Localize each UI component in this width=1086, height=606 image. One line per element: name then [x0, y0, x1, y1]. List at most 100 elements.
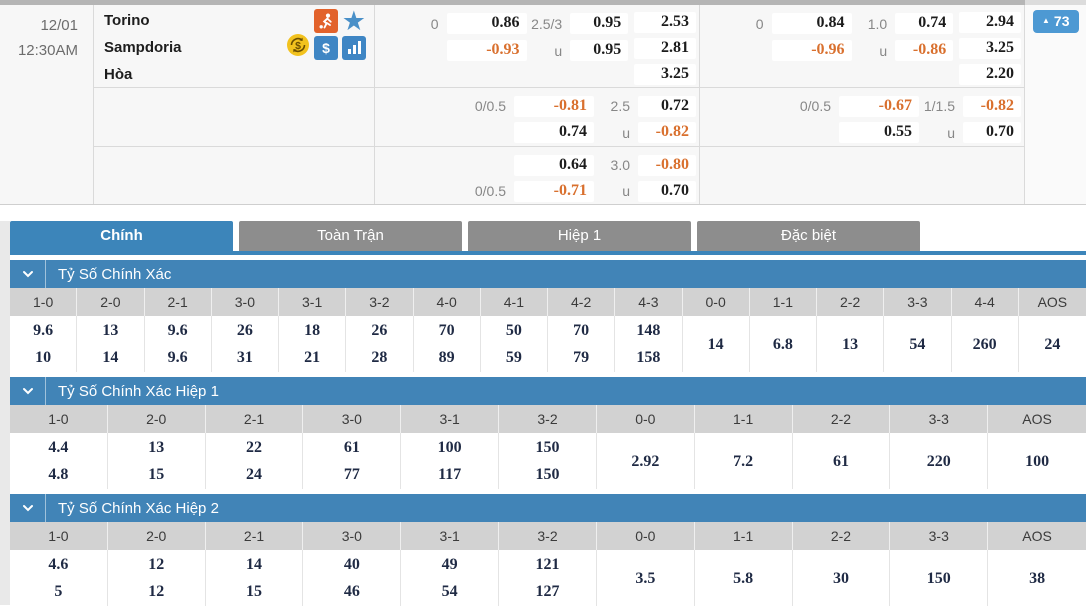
score-odds-cell[interactable]: 148 158	[615, 316, 683, 372]
score-odds-value: 54	[441, 583, 458, 600]
score-odds-cell[interactable]: 18 21	[279, 316, 347, 372]
score-odds-cell[interactable]: 13	[817, 316, 885, 372]
score-odds-cell[interactable]: 121 127	[499, 550, 597, 606]
score-odds-cell[interactable]: 100	[988, 433, 1086, 489]
odds-chip[interactable]: 0.64	[514, 154, 594, 176]
score-odds-cell[interactable]: 13 14	[77, 316, 145, 372]
chevron-down-icon[interactable]	[10, 494, 46, 522]
odds-chip[interactable]: 0.74	[895, 13, 954, 34]
odds-chip[interactable]: -0.80	[638, 154, 696, 176]
score-odds-cell[interactable]: 150 150	[499, 433, 597, 489]
score-odds-cell[interactable]: 24	[1018, 316, 1086, 372]
score-odds-cell[interactable]: 7.2	[694, 433, 793, 489]
score-odds-cell[interactable]: 40 46	[303, 550, 402, 606]
odds-chip[interactable]: 2.20	[959, 63, 1021, 85]
score-odds-cell[interactable]: 150	[890, 550, 989, 606]
odds-label: 2.5	[610, 98, 630, 115]
odds-chip[interactable]: 3.25	[634, 63, 696, 85]
odds-chip[interactable]: 0.72	[638, 95, 696, 117]
odds-chip[interactable]: 2.53	[634, 12, 696, 34]
score-odds-cell[interactable]: 13 15	[107, 433, 206, 489]
tab-2[interactable]: Toàn Trận	[239, 221, 462, 251]
money-exchange-icon[interactable]: $	[286, 33, 310, 62]
score-odds-value: 150	[535, 439, 560, 456]
score-column-header: 1-1	[749, 288, 817, 316]
score-odds-value: 28	[371, 349, 388, 366]
score-odds-cell[interactable]: 50 59	[480, 316, 548, 372]
odds-chip[interactable]: 0.74	[514, 122, 594, 144]
odds-chip[interactable]: 0.55	[839, 122, 919, 144]
score-odds-cell[interactable]: 70 89	[413, 316, 481, 372]
score-odds-cell[interactable]: 61	[792, 433, 891, 489]
odds-chip[interactable]: 0.84	[771, 13, 852, 34]
score-column-header: 2-1	[144, 288, 212, 316]
odds-chip[interactable]: -0.86	[895, 40, 954, 61]
favorite-star-icon[interactable]: ★	[341, 5, 366, 36]
score-odds-cell[interactable]: 12 12	[107, 550, 206, 606]
score-column-header: 4-4	[951, 288, 1019, 316]
score-odds-value: 9.6	[167, 322, 188, 339]
odds-chip[interactable]: -0.96	[771, 40, 852, 61]
chevron-down-icon[interactable]	[10, 260, 46, 288]
score-odds-cell[interactable]: 26 31	[211, 316, 279, 372]
odds-group-left: 0.64 0/0.5 -0.71 3.0 -0.80 u 0.70	[375, 147, 700, 204]
odds-chip[interactable]: -0.82	[638, 122, 696, 144]
score-odds-cell[interactable]: 2.92	[596, 433, 695, 489]
soccer-player-icon[interactable]	[313, 8, 338, 33]
section-header[interactable]: Tỷ Số Chính Xác Hiệp 1	[10, 377, 1086, 405]
odds-chip[interactable]: -0.93	[446, 40, 527, 61]
score-odds-value: 220	[926, 452, 951, 470]
odds-column-hdp: 0/0.5 -0.67 0.55	[767, 93, 919, 146]
score-odds-cell[interactable]: 220	[890, 433, 989, 489]
score-odds-cell[interactable]: 61 77	[303, 433, 402, 489]
score-odds-cell[interactable]: 38	[988, 550, 1086, 606]
score-odds-cell[interactable]: 54	[884, 316, 952, 372]
odds-chip[interactable]: 0.95	[570, 40, 629, 61]
odds-chip[interactable]: 0.95	[570, 13, 629, 34]
odds-chip[interactable]: -0.71	[514, 180, 594, 202]
section-header[interactable]: Tỷ Số Chính Xác Hiệp 2	[10, 494, 1086, 522]
odds-chip[interactable]: 2.94	[959, 12, 1021, 34]
odds-chip[interactable]: -0.81	[514, 95, 594, 117]
odds-chip[interactable]: -0.67	[839, 95, 919, 117]
score-odds-value: 54	[909, 335, 926, 353]
dollar-icon[interactable]: $	[314, 35, 338, 60]
tab-3[interactable]: Hiệp 1	[468, 221, 691, 251]
odds-chip[interactable]: 0.70	[638, 180, 696, 202]
score-odds-cell[interactable]: 14 15	[205, 550, 304, 606]
odds-group-right: 0/0.5 -0.67 0.55 1/1.5 -0.82 u 0.70	[700, 88, 1025, 147]
score-odds-cell[interactable]: 70 79	[548, 316, 616, 372]
score-odds-value: 7.2	[733, 452, 754, 470]
odds-group-right: 0 0.84 -0.96 1.0 0.74 u -0.86 2.94 3.25 2.20	[700, 5, 1025, 88]
section-header[interactable]: Tỷ Số Chính Xác	[10, 260, 1086, 288]
odds-chip[interactable]: 3.25	[959, 38, 1021, 59]
live-count-badge[interactable]: ▲ 73	[1033, 10, 1079, 33]
tab-4[interactable]: Đặc biệt	[697, 221, 920, 251]
score-odds-cell[interactable]: 22 24	[205, 433, 304, 489]
odds-chip[interactable]: 0.70	[963, 122, 1021, 144]
score-odds-value: 70	[438, 322, 455, 339]
score-odds-cell[interactable]: 26 28	[346, 316, 414, 372]
score-odds-cell[interactable]: 9.6 9.6	[144, 316, 212, 372]
score-odds-cell[interactable]: 100 117	[401, 433, 500, 489]
score-odds-cell[interactable]: 4.4 4.8	[10, 433, 108, 489]
odds-chip[interactable]: 2.81	[634, 38, 696, 59]
score-odds-cell[interactable]: 4.6 5	[10, 550, 108, 606]
odds-chip[interactable]: -0.82	[963, 95, 1021, 117]
score-odds-cell[interactable]: 6.8	[749, 316, 817, 372]
score-odds-cell[interactable]: 9.6 10	[10, 316, 78, 372]
chevron-down-icon[interactable]	[10, 377, 46, 405]
odds-label: 0/0.5	[474, 98, 506, 115]
odds-label: u	[622, 124, 630, 141]
score-odds-cell[interactable]: 260	[951, 316, 1019, 372]
odds-chip[interactable]: 0.86	[446, 13, 527, 34]
score-odds-cell[interactable]: 5.8	[694, 550, 793, 606]
score-odds-cell[interactable]: 3.5	[596, 550, 695, 606]
tab-1[interactable]: Chính	[10, 221, 233, 255]
bar-chart-icon[interactable]	[342, 35, 366, 60]
score-odds-cell[interactable]: 30	[792, 550, 891, 606]
score-odds-cell[interactable]: 14	[682, 316, 750, 372]
odds-column-ou: 1.0 0.74 u -0.86	[852, 10, 954, 87]
score-odds-cell[interactable]: 49 54	[401, 550, 500, 606]
score-odds-value: 2.92	[631, 452, 660, 470]
